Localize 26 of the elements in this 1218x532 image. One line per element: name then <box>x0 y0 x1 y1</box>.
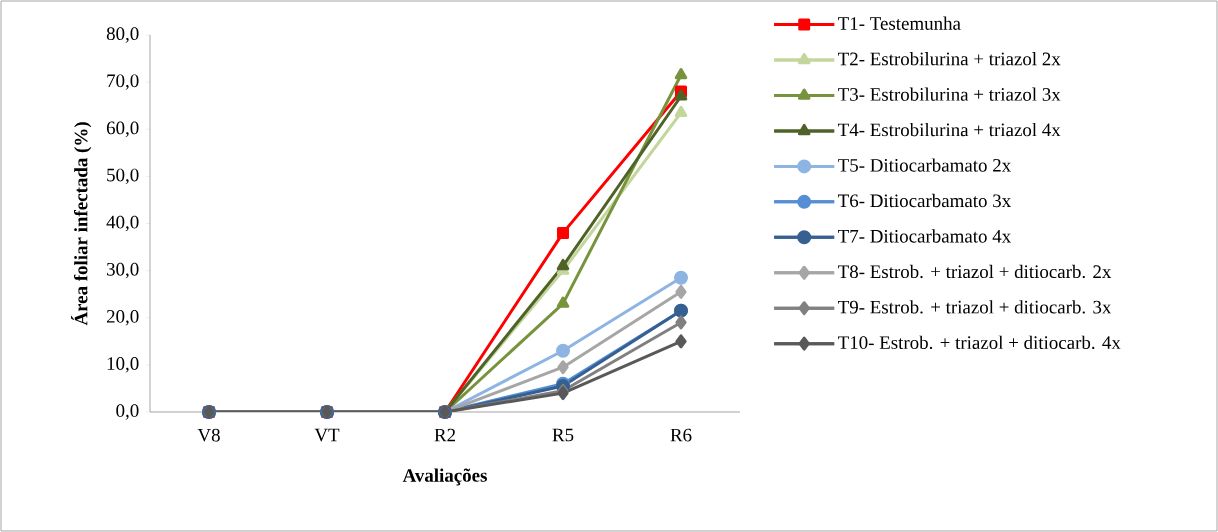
x-tick-label: R6 <box>670 428 692 442</box>
legend-label: T10- Estrob. + triazol + ditiocarb. 4x <box>838 335 1121 350</box>
y-tick-label: 70,0 <box>107 74 139 90</box>
y-tick-label: 20,0 <box>106 310 139 326</box>
legend-label: T2- Estrobilurina + triazol 2x <box>838 52 1061 66</box>
y-tick-label: 0,0 <box>116 404 139 420</box>
x-tick-label: VT <box>314 428 340 442</box>
y-tick-label: 10,0 <box>107 357 139 373</box>
y-tick-label: 80,0 <box>106 27 139 43</box>
legend-label: T7- Ditiocarbamato 4x <box>838 229 1011 243</box>
x-axis-title: Avaliações <box>402 468 487 486</box>
legend-label: T8- Estrob. + triazol + ditiocarb. 2x <box>838 264 1112 279</box>
legend-label: T9- Estrob. + triazol + ditiocarb. 3x <box>838 300 1112 314</box>
y-tick-label: 40,0 <box>106 215 139 232</box>
y-tick-label: 50,0 <box>107 168 139 185</box>
x-tick-label: R2 <box>434 428 456 442</box>
y-axis-title: Área foliar infectada (%) <box>71 122 92 326</box>
legend-label: T5- Ditiocarbamato 2x <box>838 158 1011 172</box>
legend-label: T3- Estrobilurina + triazol 3x <box>838 87 1061 101</box>
legend-label: T6- Ditiocarbamato 3x <box>838 193 1011 208</box>
x-tick-label: V8 <box>197 428 220 442</box>
legend-label: T1- Testemunha <box>838 16 961 30</box>
legend-label: T4- Estrobilurina + triazol 4x <box>838 122 1061 137</box>
y-tick-label: 30,0 <box>107 262 139 279</box>
y-tick-label: 60,0 <box>106 121 139 137</box>
x-tick-label: R5 <box>552 428 574 442</box>
